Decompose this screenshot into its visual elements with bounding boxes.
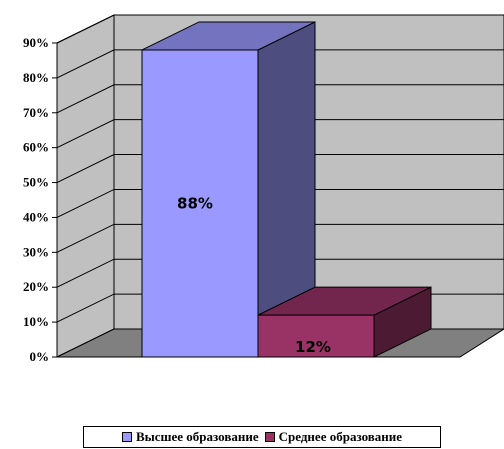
y-tick-label: 40% bbox=[23, 209, 49, 224]
legend-item-higher: Высшее образование bbox=[121, 429, 259, 445]
data-label: 12% bbox=[295, 338, 331, 356]
gridline bbox=[56, 14, 504, 44]
bars bbox=[141, 21, 432, 358]
legend-swatch-secondary bbox=[264, 432, 275, 442]
y-tick-labels: 0% 10% 20% 30% 40% 50% 60% 70% 80% 90% bbox=[23, 35, 49, 364]
legend-label-higher: Высшее образование bbox=[135, 429, 259, 444]
legend-label-secondary: Среднее образование bbox=[278, 429, 403, 444]
data-label: 88% bbox=[177, 194, 213, 212]
bar-front bbox=[257, 314, 375, 358]
legend-swatch-higher bbox=[121, 432, 132, 442]
legend-item-secondary: Среднее образование bbox=[264, 429, 403, 445]
gridline bbox=[56, 188, 504, 218]
y-tick-label: 10% bbox=[23, 314, 49, 329]
data-labels: 88% 12% bbox=[177, 194, 331, 356]
bar-secondary bbox=[257, 286, 432, 358]
y-tick-label: 70% bbox=[23, 105, 49, 120]
y-tick-label: 0% bbox=[30, 349, 50, 364]
gridline bbox=[56, 258, 504, 288]
y-tick-label: 60% bbox=[23, 140, 49, 155]
y-tick-label: 90% bbox=[23, 35, 49, 50]
bar-higher bbox=[141, 21, 316, 358]
bar-front bbox=[141, 49, 259, 358]
y-tick-label: 80% bbox=[23, 70, 49, 85]
gridline bbox=[56, 49, 504, 79]
legend: Высшее образование Среднее образование bbox=[83, 426, 441, 448]
gridline bbox=[56, 154, 504, 184]
y-tick-label: 20% bbox=[23, 279, 49, 294]
side-wall bbox=[56, 14, 115, 358]
gridline bbox=[56, 84, 504, 114]
gridline bbox=[56, 119, 504, 149]
gridline bbox=[56, 223, 504, 253]
y-tick-label: 50% bbox=[23, 175, 49, 190]
y-tick-label: 30% bbox=[23, 244, 49, 259]
